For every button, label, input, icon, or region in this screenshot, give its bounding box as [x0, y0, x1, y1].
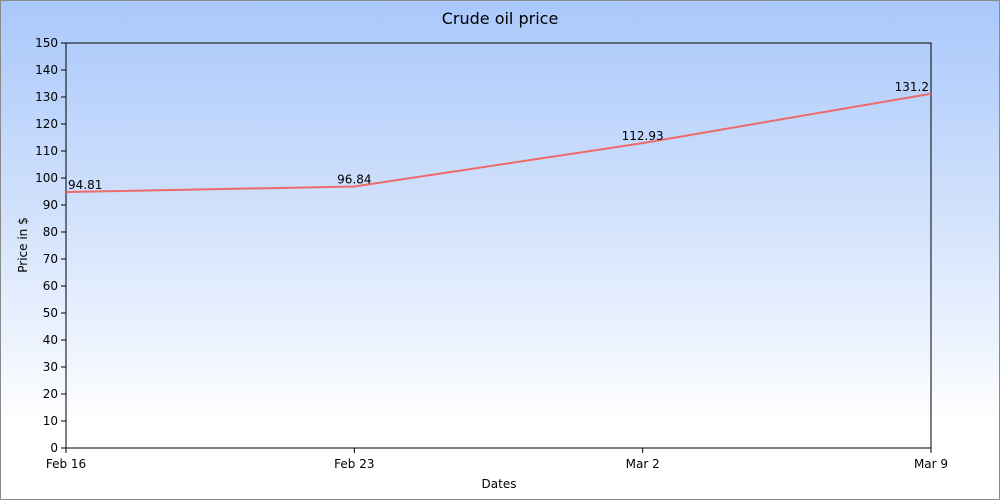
y-tick-label: 140: [35, 63, 58, 77]
y-tick-label: 50: [43, 306, 58, 320]
data-label: 131.2: [895, 80, 929, 94]
y-tick-label: 90: [43, 198, 58, 212]
data-label: 112.93: [622, 129, 664, 143]
x-tick-label: Mar 2: [626, 457, 660, 471]
x-tick-label: Feb 16: [46, 457, 86, 471]
y-tick-label: 80: [43, 225, 58, 239]
y-tick-label: 30: [43, 360, 58, 374]
data-label: 94.81: [68, 178, 102, 192]
x-axis: Feb 16 Feb 23 Mar 2 Mar 9: [46, 448, 948, 471]
x-axis-label: Dates: [482, 477, 517, 491]
data-label: 96.84: [337, 173, 371, 187]
y-axis: 0 10 20 30 40 50 60 70 80 90 100 110 120 130 140 150: [35, 36, 66, 455]
y-tick-label: 20: [43, 387, 58, 401]
y-tick-label: 150: [35, 36, 58, 50]
y-tick-label: 130: [35, 90, 58, 104]
y-axis-label: Price in $: [16, 217, 30, 272]
y-tick-label: 70: [43, 252, 58, 266]
plot-area: [65, 42, 932, 449]
data-labels: 94.81 96.84 112.93 131.2: [68, 80, 929, 192]
y-tick-label: 100: [35, 171, 58, 185]
chart-title: Crude oil price: [442, 9, 559, 28]
x-tick-label: Mar 9: [914, 457, 948, 471]
y-tick-label: 60: [43, 279, 58, 293]
y-tick-label: 40: [43, 333, 58, 347]
y-tick-label: 110: [35, 144, 58, 158]
x-tick-label: Feb 23: [334, 457, 374, 471]
series-line: [65, 92, 932, 194]
y-tick-label: 10: [43, 414, 58, 428]
series-group: [65, 92, 932, 194]
y-tick-label: 0: [50, 441, 58, 455]
y-tick-label: 120: [35, 117, 58, 131]
